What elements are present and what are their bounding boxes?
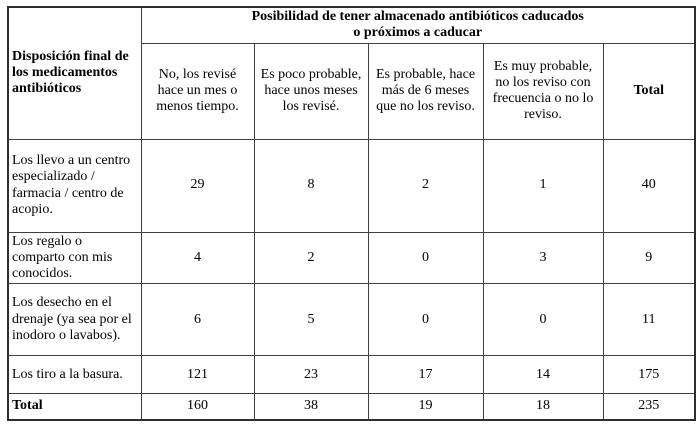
group-header: Posibilidad de tener almacenado antibiót… [140,6,696,44]
group-header-line1: Posibilidad de tener almacenado antibiót… [251,9,584,25]
column-header-no-revise: No, los revisé hace un mes o menos tiemp… [140,42,255,140]
column-header-row: No, los revisé hace un mes o menos tiemp… [8,42,696,140]
column-header-total: Total [602,42,696,140]
row-label: Los tiro a la basura. [7,355,142,395]
cell-value: 29 [140,138,255,233]
cell-value: 0 [367,283,484,357]
row-dimension-header: Disposición final de los medicamentos an… [7,6,142,140]
cell-column-total: 38 [253,393,369,421]
cell-row-total: 175 [602,355,696,395]
cell-value: 23 [253,355,369,395]
cell-value: 8 [253,138,369,233]
cell-column-total: 18 [482,393,604,421]
row-label: Los desecho en el drenaje (ya sea por el… [7,283,142,357]
cell-value: 4 [140,231,255,285]
cell-value: 2 [253,231,369,285]
column-header-poco-probable: Es poco probable, hace unos meses los re… [253,42,369,140]
cell-row-total: 11 [602,283,696,357]
cell-column-total: 160 [140,393,255,421]
table-row-centro-especializado: Los llevo a un centro especializado / fa… [7,138,696,233]
cell-column-total: 19 [367,393,484,421]
table-row-desecho-drenaje: Los desecho en el drenaje (ya sea por el… [7,283,696,357]
cell-row-total: 9 [602,231,696,285]
cell-value: 1 [482,138,604,233]
cell-value: 0 [367,231,484,285]
row-label: Los llevo a un centro especializado / fa… [7,138,142,233]
group-header-row: Disposición final de los medicamentos an… [7,6,696,140]
group-header-line2: o próximos a caducar [353,25,483,41]
crosstab-table: Disposición final de los medicamentos an… [7,6,697,421]
cell-grand-total: 235 [602,393,696,421]
cell-value: 5 [253,283,369,357]
total-row-label: Total [7,393,142,421]
cell-value: 14 [482,355,604,395]
row-label: Los regalo o comparto con mis conocidos. [7,231,142,285]
table-row-regalo-comparto: Los regalo o comparto con mis conocidos.… [7,231,696,285]
table-row-tiro-basura: Los tiro a la basura. 121 23 17 14 175 [7,355,696,395]
table-row-total: Total 160 38 19 18 235 [7,393,696,421]
cell-value: 3 [482,231,604,285]
cell-value: 6 [140,283,255,357]
column-header-muy-probable: Es muy probable, no los reviso con frecu… [482,42,604,140]
cell-value: 2 [367,138,484,233]
cell-value: 0 [482,283,604,357]
column-header-probable: Es probable, hace más de 6 meses que no … [367,42,484,140]
cell-value: 17 [367,355,484,395]
cell-row-total: 40 [602,138,696,233]
cell-value: 121 [140,355,255,395]
